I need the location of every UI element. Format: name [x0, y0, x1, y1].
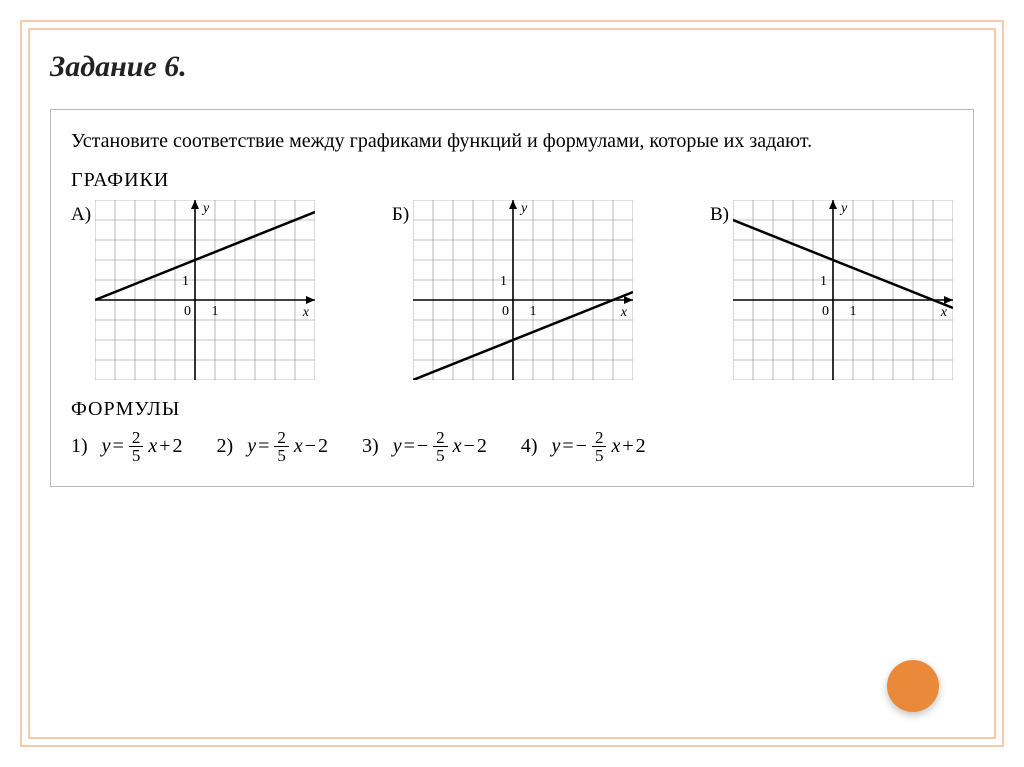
- formula-number: 3): [362, 435, 379, 458]
- page-title: Задание 6.: [50, 50, 974, 84]
- formula-item: 4) y = −25x + 2: [521, 429, 646, 464]
- graph-label: А): [71, 200, 91, 226]
- instruction-text: Установите соответствие между графиками …: [71, 128, 953, 155]
- svg-text:1: 1: [212, 304, 219, 319]
- formula-number: 4): [521, 435, 538, 458]
- formula-number: 2): [217, 435, 234, 458]
- formula-item: 1) y = 25x + 2: [71, 429, 183, 464]
- formula-expression: y = −25x − 2: [393, 429, 487, 464]
- graph-chart: y x 0 1 1: [413, 200, 633, 380]
- graphs-row: А) y x 0 1 1 Б) y x 0 1 1 В) y x 0 1 1: [71, 200, 953, 380]
- decorative-dot-icon: [887, 660, 939, 712]
- formula-number: 1): [71, 435, 88, 458]
- formula-expression: y = 25x + 2: [102, 429, 183, 464]
- svg-text:1: 1: [820, 274, 827, 289]
- graph-chart: y x 0 1 1: [733, 200, 953, 380]
- slide-content: Задание 6. Установите соответствие между…: [50, 50, 974, 717]
- graph-label: В): [710, 200, 729, 226]
- formulas-row: 1) y = 25x + 2 2) y = 25x − 2 3) y = −25x − 2…: [71, 429, 953, 464]
- formula-item: 2) y = 25x − 2: [217, 429, 329, 464]
- svg-text:x: x: [302, 305, 310, 320]
- graph-label: Б): [392, 200, 409, 226]
- svg-text:0: 0: [184, 304, 191, 319]
- graph-block: Б) y x 0 1 1: [392, 200, 633, 380]
- formula-item: 3) y = −25x − 2: [362, 429, 487, 464]
- svg-text:x: x: [940, 305, 948, 320]
- formula-expression: y = 25x − 2: [247, 429, 328, 464]
- graphs-heading: ГРАФИКИ: [71, 169, 953, 192]
- svg-text:1: 1: [530, 304, 537, 319]
- formulas-heading: ФОРМУЛЫ: [71, 398, 953, 421]
- svg-text:0: 0: [822, 304, 829, 319]
- svg-text:0: 0: [502, 304, 509, 319]
- svg-text:1: 1: [500, 274, 507, 289]
- svg-text:y: y: [519, 201, 528, 216]
- problem-box: Установите соответствие между графиками …: [50, 109, 974, 487]
- formula-expression: y = −25x + 2: [552, 429, 646, 464]
- svg-text:1: 1: [850, 304, 857, 319]
- graph-block: В) y x 0 1 1: [710, 200, 953, 380]
- svg-text:y: y: [839, 201, 848, 216]
- svg-text:x: x: [620, 305, 628, 320]
- svg-text:1: 1: [182, 274, 189, 289]
- graph-block: А) y x 0 1 1: [71, 200, 315, 380]
- graph-chart: y x 0 1 1: [95, 200, 315, 380]
- svg-text:y: y: [201, 201, 210, 216]
